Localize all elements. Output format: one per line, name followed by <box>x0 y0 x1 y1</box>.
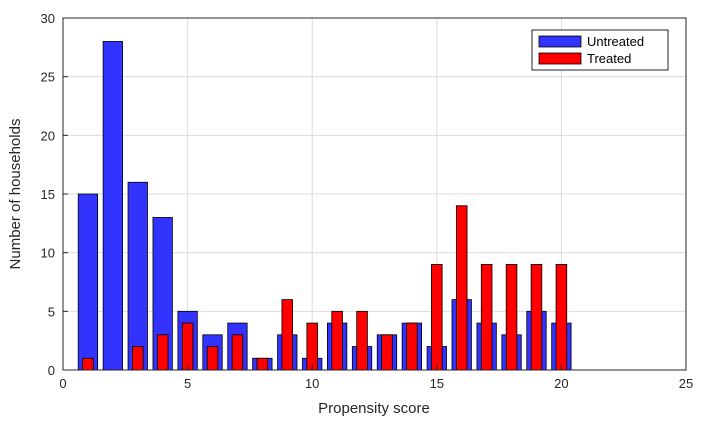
bar-treated-18 <box>505 263 518 371</box>
x-tick-label: 15 <box>430 376 444 391</box>
bar-treated-15 <box>431 263 443 371</box>
legend-label-untreated: Untreated <box>587 34 644 49</box>
y-tick-label: 10 <box>41 246 55 261</box>
axis-ticks: 0 5 10 15 20 25 0 5 10 15 20 25 30 <box>41 11 694 391</box>
x-axis-label: Propensity score <box>318 400 430 417</box>
legend-swatch-treated <box>538 52 582 65</box>
legend-label-treated: Treated <box>587 51 631 66</box>
legend-swatch-untreated <box>538 35 582 48</box>
bar-untreated-1 <box>77 193 99 371</box>
legend: Untreated Treated <box>531 29 669 71</box>
bar-treated-6 <box>206 346 219 371</box>
y-tick-label: 25 <box>41 70 55 85</box>
y-axis-label: Number of households <box>7 119 24 270</box>
bar-treated-10 <box>306 322 318 371</box>
bar-treated-4 <box>156 334 169 371</box>
y-tick-label: 30 <box>41 11 55 26</box>
bar-treated-13 <box>381 334 393 371</box>
bar-treated-7 <box>231 334 244 371</box>
bar-treated-17 <box>480 263 493 371</box>
bar-treated-9 <box>281 299 294 371</box>
bar-treated-8 <box>256 357 269 371</box>
bar-treated-14 <box>406 322 418 371</box>
bar-treated-20 <box>555 263 568 371</box>
y-tick-label: 0 <box>48 363 55 378</box>
bar-treated-12 <box>356 310 368 371</box>
y-tick-label: 20 <box>41 128 55 143</box>
bar-untreated-3 <box>127 181 148 371</box>
bar-treated-3 <box>132 346 144 371</box>
bar-treated-19 <box>530 263 543 371</box>
x-tick-label: 20 <box>554 376 568 391</box>
bars <box>77 41 572 371</box>
x-tick-label: 5 <box>184 376 191 391</box>
bar-treated-16 <box>455 205 468 371</box>
x-tick-label: 10 <box>305 376 319 391</box>
y-tick-label: 5 <box>48 304 55 319</box>
x-tick-label: 25 <box>679 376 693 391</box>
x-tick-label: 0 <box>59 376 66 391</box>
bar-treated-11 <box>331 310 343 371</box>
y-tick-label: 15 <box>41 187 55 202</box>
bar-treated-5 <box>181 322 194 371</box>
bar-untreated-2 <box>102 41 123 371</box>
bar-treated-1 <box>82 357 94 371</box>
